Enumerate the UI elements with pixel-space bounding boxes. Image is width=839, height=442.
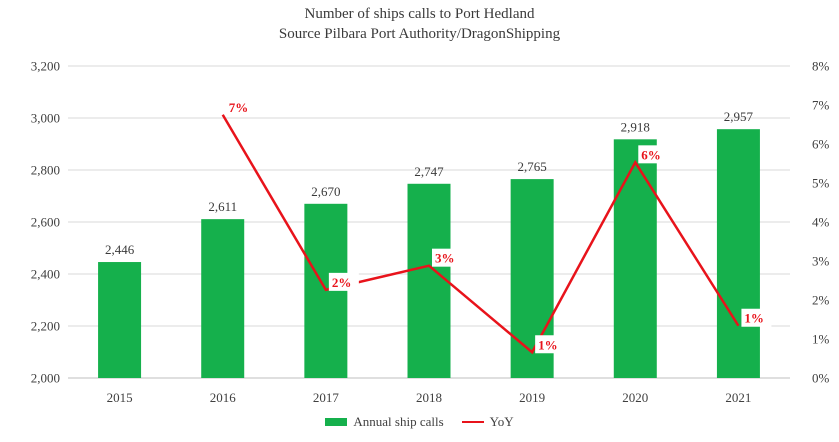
bar	[98, 262, 142, 378]
chart-title: Number of ships calls to Port Hedland	[304, 6, 535, 22]
y-right-tick-label: 0%	[812, 371, 830, 386]
y-right-tick-label: 4%	[812, 215, 830, 230]
y-left-tick-label: 3,200	[31, 59, 60, 74]
bar	[613, 139, 657, 378]
y-left-tick-label: 2,600	[31, 215, 60, 230]
bar-value-label: 2,918	[621, 119, 650, 134]
x-tick-label: 2017	[313, 390, 340, 405]
yoy-value-label: 6%	[641, 147, 661, 162]
bar-value-label: 2,611	[208, 199, 237, 214]
yoy-label-bg	[535, 335, 566, 354]
legend-line-label: YoY	[489, 414, 514, 429]
yoy-label-bg	[328, 272, 359, 291]
yoy-value-label: 1%	[744, 311, 764, 326]
y-left-tick-label: 2,800	[31, 163, 60, 178]
legend-bar-swatch	[325, 418, 348, 426]
yoy-value-label: 3%	[435, 251, 455, 266]
y-right-tick-label: 5%	[812, 176, 830, 191]
x-tick-label: 2019	[519, 390, 545, 405]
bar	[716, 129, 760, 378]
y-right-tick-label: 2%	[812, 293, 830, 308]
bar-value-label: 2,765	[518, 159, 547, 174]
x-tick-label: 2018	[416, 390, 442, 405]
legend-bar-label: Annual ship calls	[353, 414, 444, 429]
bar	[407, 183, 451, 378]
y-left-tick-label: 3,000	[31, 111, 60, 126]
chart-subtitle: Source Pilbara Port Authority/DragonShip…	[278, 26, 561, 42]
yoy-value-label: 1%	[538, 337, 558, 352]
x-tick-label: 2020	[622, 390, 648, 405]
yoy-label-bg	[741, 308, 772, 327]
y-left-tick-label: 2,400	[31, 267, 60, 282]
y-right-tick-label: 1%	[812, 332, 830, 347]
legend-item-bars: Annual ship calls	[325, 414, 444, 430]
bar-value-label: 2,670	[311, 184, 340, 199]
bar-value-label: 2,957	[724, 109, 754, 124]
legend-item-line: YoY	[461, 414, 514, 430]
y-left-tick-label: 2,200	[31, 319, 60, 334]
bar-value-label: 2,747	[414, 164, 444, 179]
x-tick-label: 2016	[210, 390, 237, 405]
y-right-tick-label: 8%	[812, 59, 830, 74]
yoy-label-bg	[638, 145, 669, 164]
yoy-line	[221, 114, 740, 355]
yoy-label-bg	[432, 248, 462, 267]
y-left-tick-label: 2,000	[31, 371, 60, 386]
x-tick-label: 2015	[107, 390, 133, 405]
y-right-tick-label: 7%	[812, 98, 830, 113]
yoy-value-label: 2%	[332, 275, 352, 290]
bar-value-label: 2,446	[105, 242, 135, 257]
y-right-tick-label: 3%	[812, 254, 830, 269]
y-right-tick-label: 6%	[812, 137, 830, 152]
x-tick-label: 2021	[725, 390, 751, 405]
yoy-label-bg	[225, 97, 256, 116]
legend-line-swatch	[461, 421, 484, 423]
bar	[201, 219, 245, 378]
yoy-value-label: 7%	[229, 100, 249, 115]
legend: Annual ship calls YoY	[0, 414, 839, 430]
